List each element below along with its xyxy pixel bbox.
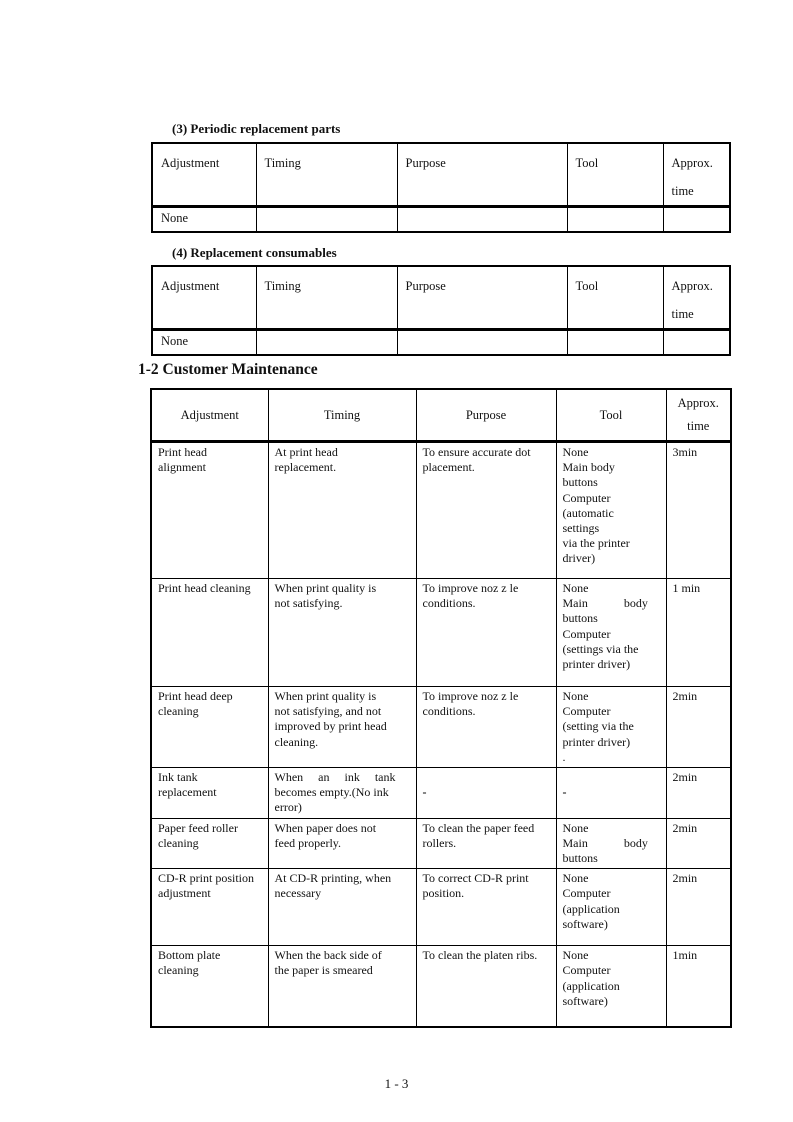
table-row: Print head alignment At print head replac… [150,441,732,579]
table-cell [255,206,398,232]
table-cell: None Main body buttons Computer (setting… [555,578,667,687]
table-cell: To correct CD-R print position. [415,868,557,947]
column-header: Approx. time [662,142,731,208]
column-header: Tool [555,388,667,443]
table-cell: To improve noz z le conditions. [415,578,557,687]
table-cell: None Main body buttons [555,817,667,870]
table-row: Bottom plate cleaning When the back side … [150,945,732,1028]
table-row: Paper feed roller cleaning When paper doe… [150,817,732,870]
table-cell [396,206,568,232]
page-number: 1 - 3 [384,1076,409,1091]
table-cell [662,329,731,355]
table-cell: Ink tank replacement [150,767,269,819]
table-cell [662,206,731,232]
column-header: Tool [566,142,664,208]
table-cell: 1 min [665,578,732,687]
table-cell: None Main body buttons Computer (automat… [555,441,667,579]
table-cell: None Computer (application software) [555,868,667,947]
table-row: Ink tank replacement When an ink tank bec… [150,767,732,819]
table-cell: - [415,767,557,819]
column-header: Adjustment [151,142,257,208]
section-heading-customer-maintenance: 1-2 Customer Maintenance [138,361,318,378]
table-cell: 2min [665,685,732,769]
table-cell: 2min [665,767,732,819]
column-header: Timing [267,388,417,443]
column-header: Approx. time [665,388,732,443]
column-header: Timing [255,142,398,208]
column-header: Tool [566,265,664,331]
header-row: Adjustment Timing Purpose Tool Approx. time [150,388,732,443]
table-row: None [151,329,731,355]
header-row: Adjustment Timing Purpose Tool Approx. time [151,142,731,208]
column-header: Approx. time [662,265,731,331]
table-cell [396,329,568,355]
table-cell: - [555,767,667,819]
table-cell: Bottom plate cleaning [150,945,269,1028]
table-cell: When an ink tank becomes empty.(No ink e… [267,767,417,819]
table-cell: To ensure accurate dot placement. [415,441,557,579]
table-cell: When the back side of the paper is smear… [267,945,417,1028]
table-cell: Print head deep cleaning [150,685,269,769]
section-heading-replacement-consumables: (4) Replacement consumables [172,245,337,260]
table-row: CD-R print position adjustment At CD-R pr… [150,868,732,947]
replacement-consumables-table: Adjustment Timing Purpose Tool Approx. time … [151,265,731,356]
column-header: Purpose [396,142,568,208]
table-cell: Print head cleaning [150,578,269,687]
table-cell: To improve noz z le conditions. [415,685,557,769]
table-cell: Paper feed roller cleaning [150,817,269,870]
column-header: Timing [255,265,398,331]
table-row: Print head deep cleaning When print quali… [150,685,732,769]
table-cell: To clean the paper feed rollers. [415,817,557,870]
periodic-replacement-parts-table: Adjustment Timing Purpose Tool Approx. time … [151,142,731,233]
table-cell: At CD-R printing, when necessary [267,868,417,947]
table-cell [566,206,664,232]
column-header: Adjustment [150,388,269,443]
column-header: Adjustment [151,265,257,331]
table-cell: CD-R print position adjustment [150,868,269,947]
table-cell: When print quality is not satisfying, an… [267,685,417,769]
table-cell: 1min [665,945,732,1028]
customer-maintenance-table: Adjustment Timing Purpose Tool Approx. time … [150,388,732,1028]
table-cell [255,329,398,355]
column-header: Purpose [396,265,568,331]
table-cell: None [151,206,257,232]
table-cell: When print quality is not satisfying. [267,578,417,687]
table-cell [566,329,664,355]
table-cell: 2min [665,817,732,870]
table-cell: Print head alignment [150,441,269,579]
table-row: None [151,206,731,232]
section-heading-periodic-replacement-parts: (3) Periodic replacement parts [172,121,341,136]
table-cell: 3min [665,441,732,579]
table-cell: None [151,329,257,355]
header-row: Adjustment Timing Purpose Tool Approx. time [151,265,731,331]
table-cell: At print head replacement. [267,441,417,579]
table-cell: 2min [665,868,732,947]
table-cell: None Computer (application software) [555,945,667,1028]
table-cell: None Computer (setting via the printer d… [555,685,667,769]
table-cell: To clean the platen ribs. [415,945,557,1028]
column-header: Purpose [415,388,557,443]
table-row: Print head cleaning When print quality is… [150,578,732,687]
table-cell: When paper does not feed properly. [267,817,417,870]
